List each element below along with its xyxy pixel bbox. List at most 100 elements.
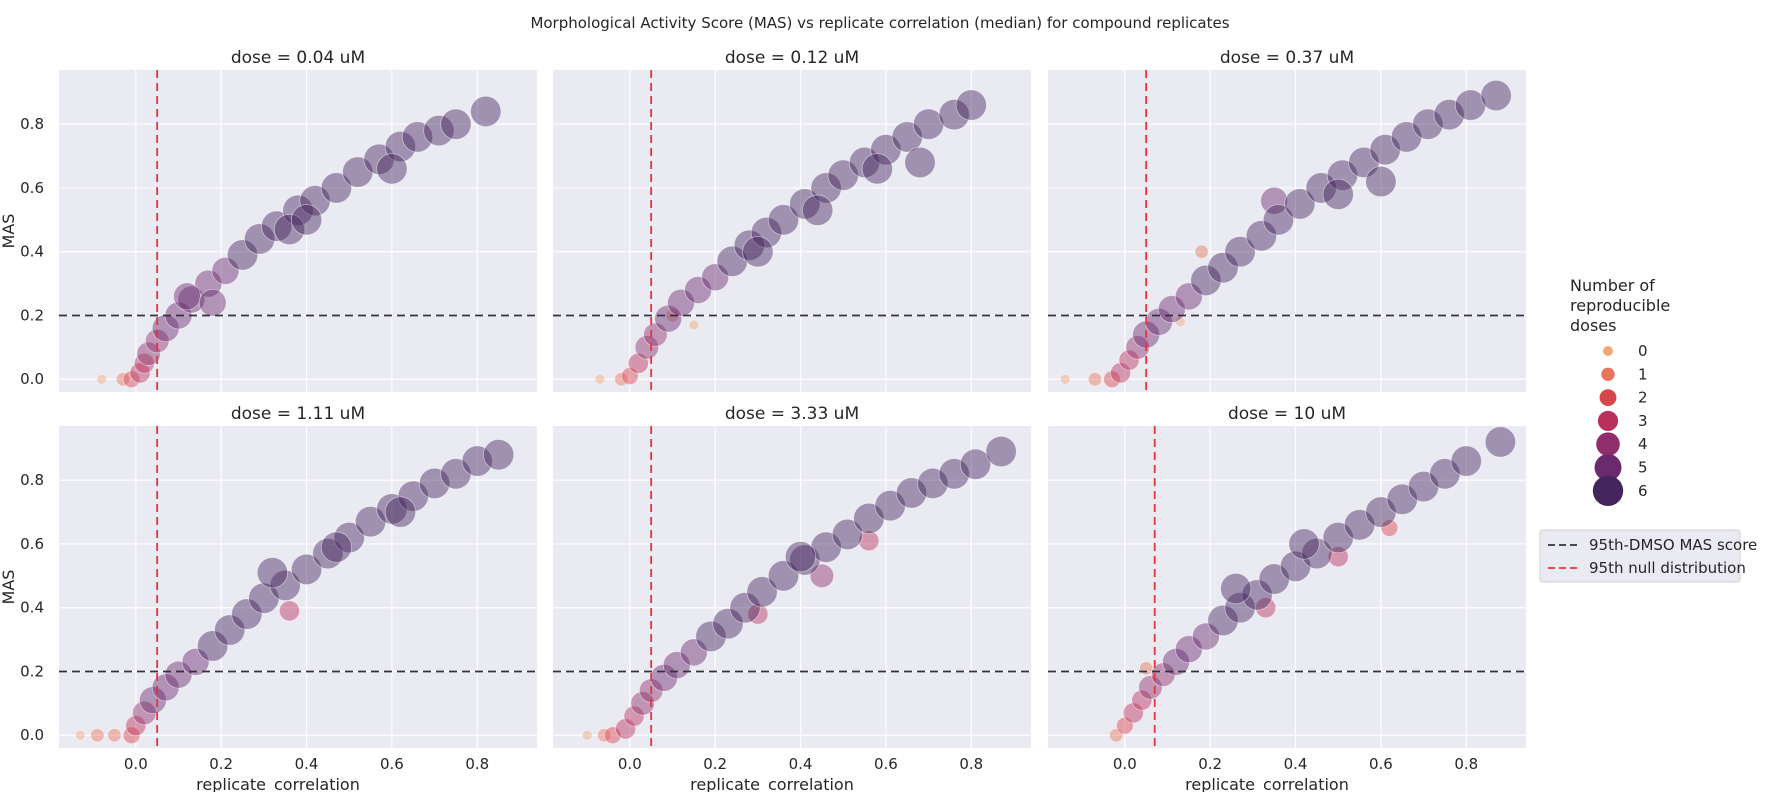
data-point — [1429, 458, 1461, 490]
x-tick-label: 0.2 — [209, 755, 233, 773]
data-point — [1122, 702, 1144, 724]
data-point — [74, 729, 86, 741]
data-point — [1484, 426, 1516, 458]
data-point — [363, 143, 395, 175]
data-point — [261, 210, 293, 242]
legend-line-label: 95th null distribution — [1589, 559, 1746, 577]
x-tick-label: 0.2 — [703, 755, 727, 773]
data-point — [1116, 716, 1134, 735]
data-point — [1192, 622, 1220, 651]
data-point — [96, 373, 108, 385]
data-point — [1326, 159, 1359, 191]
data-point — [742, 236, 774, 268]
x-tick-label: 0.4 — [789, 755, 813, 773]
data-point — [1262, 204, 1295, 236]
data-point — [789, 544, 821, 576]
x-tick-label: 0.8 — [1454, 755, 1478, 773]
y-tick-label: 0.2 — [20, 306, 44, 324]
legend-title-line: Number of — [1570, 276, 1655, 295]
data-point — [423, 114, 455, 147]
data-point — [231, 598, 263, 630]
data-point — [198, 288, 227, 317]
legend-label: 1 — [1638, 365, 1648, 383]
data-point — [603, 726, 622, 745]
legend-marker — [1592, 475, 1624, 506]
data-point — [248, 582, 280, 614]
data-point — [138, 686, 167, 715]
data-point — [634, 335, 660, 360]
x-tick-label: 0.6 — [1369, 755, 1393, 773]
data-point — [874, 490, 906, 522]
data-point — [679, 638, 708, 667]
legend-marker — [1599, 389, 1617, 406]
data-point — [985, 435, 1017, 468]
data-point — [630, 691, 655, 716]
data-point — [125, 715, 147, 737]
data-point — [1365, 496, 1397, 528]
data-point — [1103, 370, 1121, 389]
data-point — [1139, 661, 1154, 676]
data-point — [1258, 563, 1290, 595]
data-point — [1174, 282, 1203, 311]
data-point — [904, 146, 936, 179]
data-point — [621, 367, 639, 385]
data-point — [716, 245, 748, 277]
y-tick-label: 0.2 — [20, 662, 44, 680]
data-point — [729, 592, 761, 624]
legend-title-line: doses — [1570, 316, 1616, 335]
legend-label: 3 — [1638, 412, 1648, 430]
data-point — [211, 256, 240, 285]
legend-label: 0 — [1638, 342, 1648, 360]
y-tick-label: 0.6 — [20, 179, 44, 197]
x-tick-label: 0.0 — [124, 755, 148, 773]
data-point — [1260, 186, 1289, 215]
data-point — [173, 282, 201, 311]
panel-3: dose = 0.37 uM — [1048, 48, 1526, 392]
data-point — [226, 239, 259, 271]
legend-marker — [1597, 410, 1619, 431]
legend-title-line: reproducible — [1570, 296, 1670, 315]
data-point — [853, 502, 885, 535]
data-point — [1301, 537, 1333, 570]
panel-2: dose = 0.12 uM — [553, 48, 1031, 392]
legend-label: 4 — [1638, 435, 1648, 453]
data-point — [870, 134, 902, 166]
data-point — [695, 620, 727, 653]
data-point — [1412, 108, 1444, 140]
data-point — [1343, 509, 1376, 541]
data-point — [802, 194, 834, 226]
x-tick-label: 0.8 — [959, 755, 983, 773]
data-point — [891, 121, 923, 153]
data-point — [594, 373, 606, 385]
y-tick-label: 0.6 — [20, 535, 44, 553]
data-point — [243, 223, 276, 255]
data-point — [1386, 483, 1418, 515]
panel-1: dose = 0.04 uM 0.0 0.2 0.4 0.6 0.8 MAS — [0, 48, 537, 392]
data-point — [440, 108, 472, 140]
data-point — [1365, 165, 1397, 198]
data-point — [290, 553, 323, 586]
data-point — [470, 95, 502, 128]
legend-line-label: 95th-DMSO MAS score — [1589, 536, 1757, 554]
y-tick-label: 0.0 — [20, 726, 44, 744]
panel-5: dose = 3.33 uM 0.0 0.2 0.4 0.6 0.8 replicate_c… — [553, 404, 1031, 792]
data-point — [1288, 528, 1320, 560]
data-point — [440, 458, 472, 490]
x-tick-label: 0.6 — [380, 755, 404, 773]
data-point — [401, 121, 434, 153]
data-point — [917, 467, 949, 499]
panel-title: dose = 1.11 uM — [231, 404, 365, 424]
data-point — [1322, 521, 1354, 554]
data-point — [1369, 134, 1401, 166]
data-point — [278, 600, 300, 622]
data-point — [151, 673, 180, 702]
data-point — [1059, 373, 1071, 385]
x-tick-label: 0.0 — [618, 755, 642, 773]
data-point — [1207, 252, 1239, 284]
x-axis-label: replicate_correlation — [196, 775, 360, 792]
data-point — [938, 458, 970, 490]
data-point — [1284, 188, 1316, 220]
data-point — [1433, 99, 1465, 131]
